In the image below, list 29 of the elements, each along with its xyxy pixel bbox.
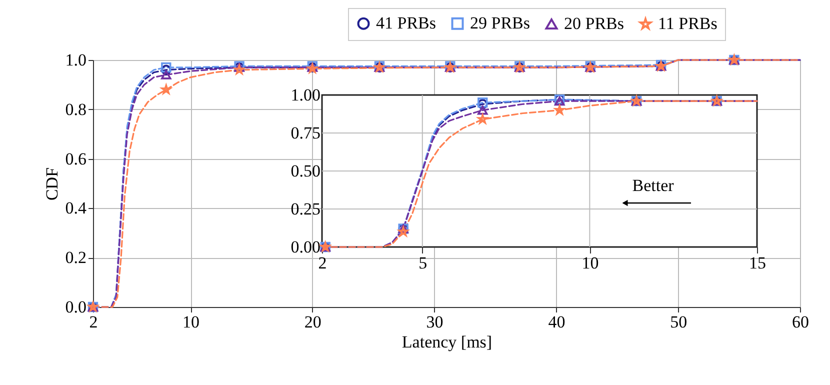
x-tick-label: 60 (792, 312, 809, 332)
y-tick-label: 1.0 (65, 50, 86, 70)
x-tick-label: 10 (582, 254, 599, 272)
annotation: Better (632, 176, 674, 195)
x-tick-label: 10 (182, 312, 200, 332)
legend-label: 11 PRBs (658, 14, 718, 34)
legend-label: 41 PRBs (376, 14, 436, 33)
y-tick-label: 0.75 (290, 124, 320, 142)
x-tick-label: 2 (318, 254, 327, 272)
y-tick-label: 1.00 (290, 86, 320, 104)
x-axis-title: Latency [ms] (402, 332, 492, 352)
x-tick-label: 2 (89, 312, 98, 332)
x-tick-label: 15 (749, 254, 766, 272)
y-tick-label: 0.0 (65, 298, 86, 316)
y-tick-label: 0.4 (65, 198, 87, 218)
x-tick-label: 40 (548, 312, 566, 332)
y-tick-label: 0.8 (65, 100, 86, 119)
y-tick-label: 0.2 (65, 248, 86, 268)
y-tick-label: 0.00 (290, 238, 320, 256)
x-tick-label: 30 (426, 312, 444, 332)
y-axis-title: CDF (42, 167, 62, 201)
legend-label: 20 PRBs (564, 14, 624, 33)
y-tick-label: 0.25 (290, 200, 320, 218)
x-tick-label: 50 (670, 312, 688, 332)
legend-label: 29 PRBs (470, 14, 530, 33)
y-tick-label: 0.50 (290, 162, 320, 180)
x-tick-label: 5 (418, 254, 428, 272)
x-tick-label: 20 (304, 312, 322, 332)
y-tick-label: 0.6 (65, 149, 86, 168)
